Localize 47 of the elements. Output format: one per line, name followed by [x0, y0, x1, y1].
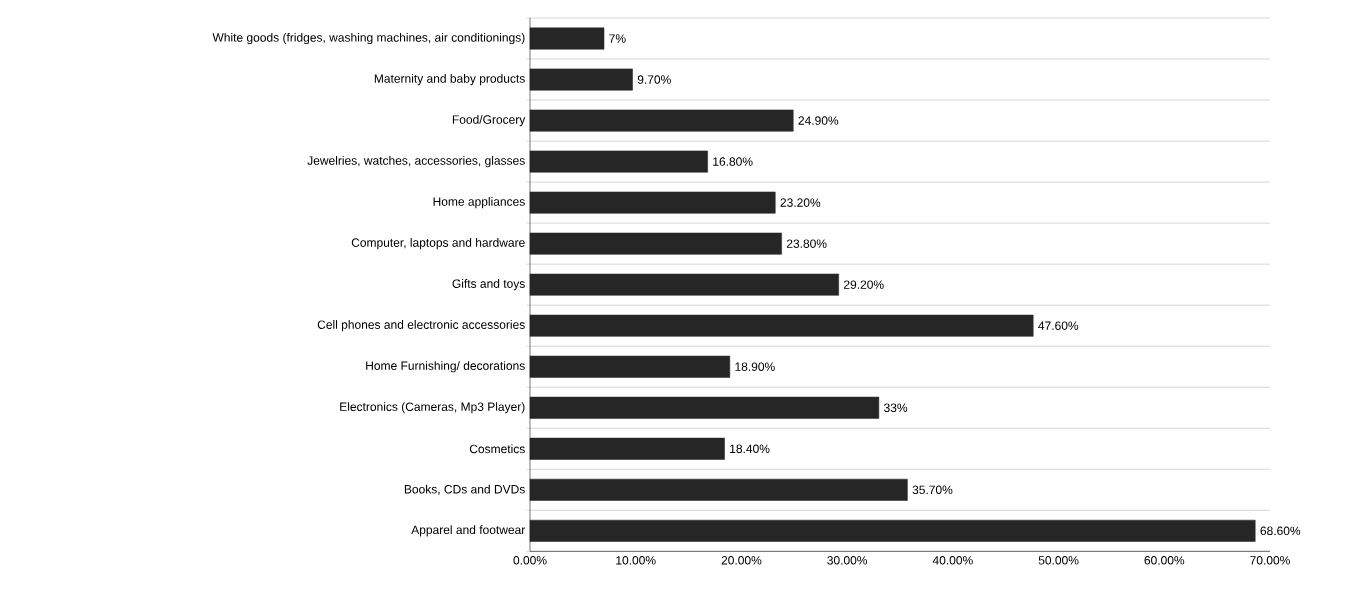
bar — [529, 27, 605, 50]
x-tick-label: 10.00% — [616, 556, 656, 565]
y-tick-label: Home Furnishing/ decorations — [366, 361, 525, 373]
x-tick-label: 50.00% — [1038, 556, 1079, 565]
data-label: 47.60% — [1038, 321, 1079, 330]
data-label: 68.60% — [1260, 526, 1301, 536]
y-tick-label: Food/Grocery — [452, 114, 526, 127]
data-label: 18.40% — [730, 444, 770, 454]
data-label: 35.70% — [912, 485, 953, 495]
x-tick-label: 60.00% — [1144, 556, 1185, 565]
bar — [529, 478, 908, 501]
y-tick-label: Cosmetics — [469, 444, 525, 454]
data-label: 29.20% — [844, 280, 884, 289]
x-tick-label: 70.00% — [1250, 556, 1290, 565]
y-tick-label: Gifts and toys — [452, 279, 525, 291]
data-label: 16.80% — [713, 157, 753, 166]
bar — [529, 396, 880, 419]
data-label: 23.80% — [786, 239, 827, 248]
y-tick-label: Home appliances — [433, 197, 525, 209]
y-tick-label: Electronics (Cameras, Mp3 Player) — [340, 402, 525, 414]
data-label: 33% — [884, 403, 908, 413]
y-tick-label: Cell phones and electronic accessories — [317, 320, 525, 332]
x-tick-label: 40.00% — [932, 556, 973, 565]
x-tick-label: 0.00% — [513, 556, 547, 565]
x-tick-label: 20.00% — [721, 556, 762, 565]
data-label: 18.90% — [735, 362, 775, 371]
data-label: 7% — [609, 34, 626, 43]
y-tick-label: Maternity and baby products — [374, 73, 525, 86]
y-tick-label: Computer, laptops and hardware — [351, 238, 525, 250]
data-label: 9.70% — [637, 75, 671, 84]
bar — [529, 355, 731, 378]
x-tick-label: 30.00% — [827, 556, 868, 565]
y-tick-label: Books, CDs and DVDs — [404, 484, 525, 495]
bar — [529, 232, 782, 255]
bar — [529, 150, 708, 173]
data-label: 24.90% — [798, 116, 839, 125]
data-label: 23.20% — [780, 198, 821, 207]
bar — [529, 109, 794, 132]
bar — [529, 519, 1256, 542]
y-tick-label: Jewelries, watches, accessories, glasses — [307, 156, 525, 168]
bar — [529, 273, 839, 296]
bar — [529, 68, 633, 91]
bar — [529, 314, 1034, 337]
y-tick-label: White goods (fridges, washing machines, air conditionings) — [212, 32, 525, 45]
bar — [529, 191, 776, 214]
bar — [529, 437, 725, 460]
y-tick-label: Apparel and footwear — [411, 525, 526, 537]
